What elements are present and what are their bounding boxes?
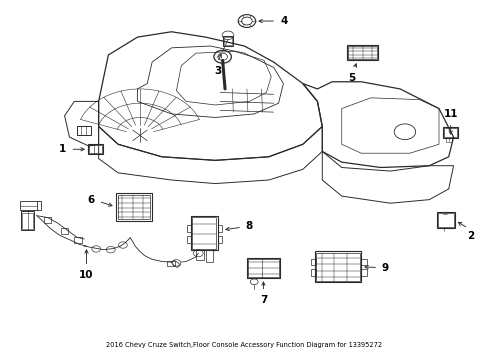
Bar: [248, 258, 278, 277]
Bar: [217, 225, 222, 232]
Bar: [186, 236, 191, 243]
Text: 2016 Chevy Cruze Switch,Floor Console Accessory Function Diagram for 13395272: 2016 Chevy Cruze Switch,Floor Console Ac…: [106, 342, 382, 348]
Text: 11: 11: [443, 109, 457, 118]
Bar: [224, 37, 231, 45]
Bar: [246, 257, 280, 278]
Bar: [444, 128, 456, 137]
Text: 6: 6: [87, 195, 95, 205]
Bar: [196, 249, 203, 260]
Bar: [316, 252, 359, 281]
Text: 2: 2: [467, 231, 474, 241]
Bar: [310, 258, 316, 265]
Bar: [347, 46, 376, 59]
Bar: [217, 236, 222, 243]
Bar: [222, 36, 233, 46]
Bar: [22, 212, 33, 229]
Text: 4: 4: [281, 16, 288, 26]
Bar: [437, 213, 453, 227]
Bar: [43, 217, 51, 223]
Bar: [314, 251, 361, 282]
Text: 7: 7: [259, 295, 266, 305]
Bar: [77, 126, 91, 135]
Bar: [116, 193, 152, 221]
Text: 8: 8: [245, 221, 252, 231]
Bar: [361, 258, 366, 265]
Bar: [166, 261, 175, 266]
Bar: [89, 145, 102, 153]
Bar: [442, 127, 458, 138]
Bar: [192, 217, 216, 249]
Bar: [186, 225, 191, 232]
Bar: [310, 269, 316, 276]
Text: 1: 1: [58, 144, 65, 154]
Text: 3: 3: [214, 66, 221, 76]
Bar: [205, 249, 213, 262]
Text: 9: 9: [381, 262, 388, 273]
Text: 10: 10: [79, 270, 94, 280]
Bar: [191, 216, 217, 249]
Bar: [361, 269, 366, 276]
Text: 5: 5: [347, 73, 354, 83]
Bar: [20, 202, 37, 210]
Bar: [346, 45, 377, 60]
Bar: [445, 138, 451, 142]
Bar: [436, 212, 454, 228]
Bar: [21, 211, 34, 230]
Bar: [61, 228, 68, 234]
Bar: [74, 237, 82, 243]
Bar: [118, 195, 149, 219]
Bar: [88, 144, 103, 154]
